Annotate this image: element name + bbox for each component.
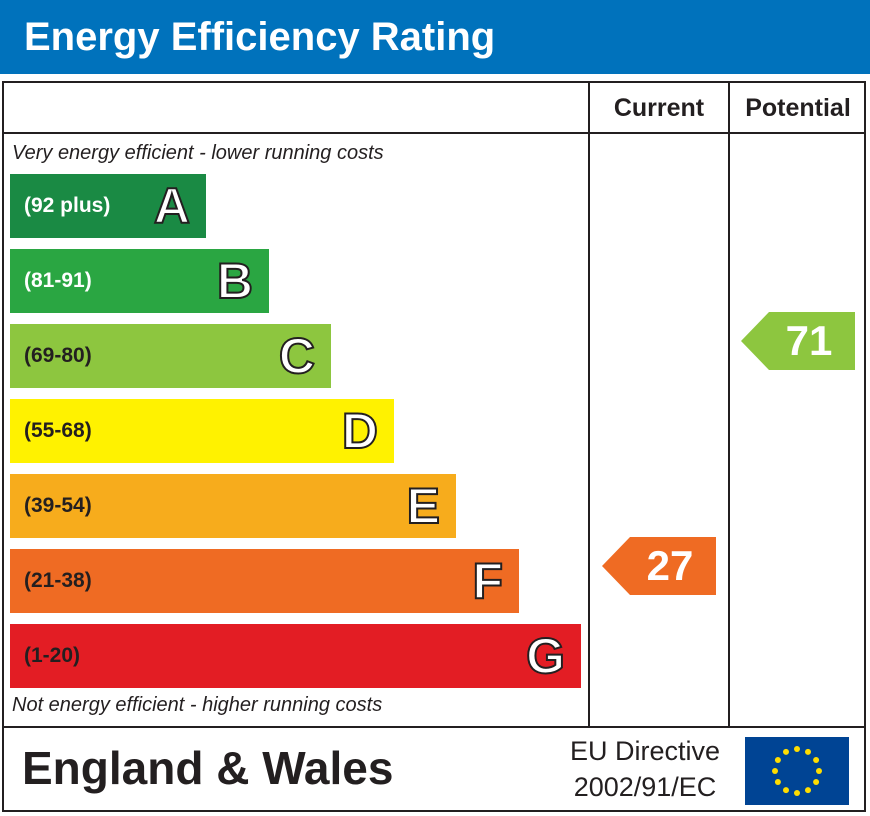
divider-potential [728,81,730,728]
band-range-label: (69-80) [24,344,92,367]
band-letter: D [341,402,379,460]
band-letter: E [406,477,441,535]
note-inefficient: Not energy efficient - higher running co… [12,694,383,716]
current-rating-arrow-value: 27 [646,542,694,589]
eu-flag-icon [745,737,849,805]
band-letter: G [525,627,566,685]
column-header-current: Current [613,94,705,122]
band-range-label: (1-20) [24,644,81,667]
band-letter: A [153,177,191,235]
band-a: (92 plus) A [10,174,206,238]
band-letter: F [471,552,504,610]
band-range-label: (92 plus) [24,194,111,217]
eu-directive-number: 2002/91/EC [573,772,717,802]
rating-table [2,81,866,812]
band-range-label: (81-91) [24,269,92,292]
band-f: (21-38) F [10,549,519,613]
band-g: (1-20) G [10,624,581,688]
region-label: England & Wales [22,742,394,794]
divider-current [588,81,590,728]
band-range-label: (21-38) [24,569,92,592]
potential-rating-arrow: 71 [741,312,855,370]
current-rating-arrow: 27 [602,537,716,595]
band-letter: C [278,327,316,385]
eu-directive-label: EU Directive [569,736,721,766]
band-c: (69-80) C [10,324,331,388]
potential-rating-arrow-value: 71 [785,317,833,364]
header-divider [2,132,866,134]
footer-divider [2,726,866,728]
page-title: Energy Efficiency Rating [24,15,496,59]
note-efficient: Very energy efficient - lower running co… [12,142,384,164]
band-d: (55-68) D [10,399,394,463]
band-e: (39-54) E [10,474,456,538]
band-range-label: (39-54) [24,494,92,517]
title-bar: Energy Efficiency Rating [0,0,870,74]
column-header-potential: Potential [745,94,851,122]
band-b: (81-91) B [10,249,269,313]
band-range-label: (55-68) [24,419,92,442]
band-letter: B [216,252,254,310]
